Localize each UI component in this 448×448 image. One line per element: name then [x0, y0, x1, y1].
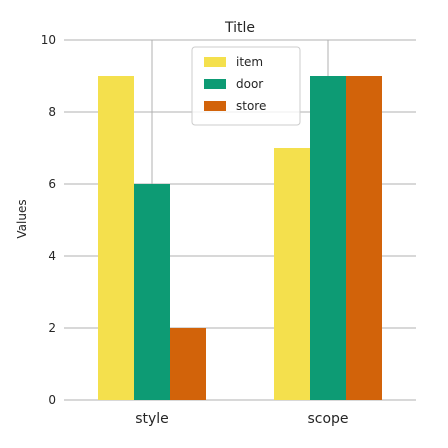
y-tick-label: 4	[48, 249, 56, 263]
bar-item-style	[98, 76, 134, 400]
y-tick-label: 6	[48, 177, 56, 191]
x-axis-categories: style scope	[135, 411, 348, 427]
legend-swatch-item	[204, 57, 226, 67]
legend-swatch-door	[204, 79, 226, 89]
legend-swatch-store	[204, 101, 226, 111]
y-tick-label: 2	[48, 321, 56, 335]
bar-store-scope	[346, 76, 382, 400]
bar-door-style	[134, 184, 170, 400]
legend-label-door: door	[236, 77, 263, 91]
legend-label-store: store	[236, 99, 266, 113]
bar-door-scope	[310, 76, 346, 400]
y-tick-label: 8	[48, 105, 56, 119]
chart-title: Title	[224, 20, 255, 36]
y-tick-label: 0	[48, 393, 56, 407]
legend-label-item: item	[236, 55, 263, 69]
bar-store-style	[170, 328, 206, 400]
x-category-label: scope	[307, 411, 348, 427]
bars	[98, 76, 382, 400]
x-category-label: style	[135, 411, 169, 427]
y-axis-label: Values	[15, 199, 29, 238]
y-tick-label: 10	[41, 33, 56, 47]
y-axis-ticks: 0 2 4 6 8 10	[41, 33, 56, 407]
bar-item-scope	[274, 148, 310, 400]
legend: item door store	[191, 46, 301, 126]
